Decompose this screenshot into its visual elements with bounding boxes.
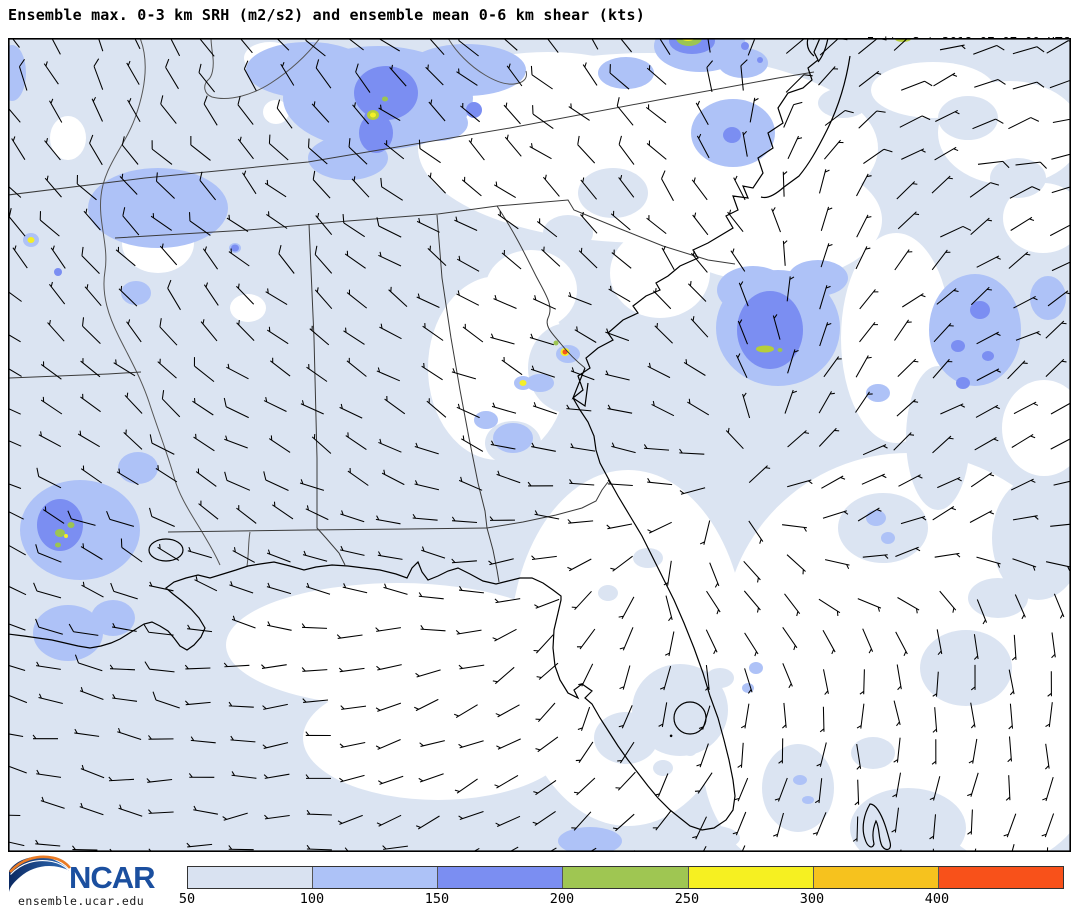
ncar-logo-text: NCAR bbox=[69, 860, 155, 895]
srh-colorbar bbox=[187, 866, 1064, 889]
page-title: Ensemble max. 0-3 km SRH (m2/s2) and ens… bbox=[8, 6, 645, 24]
colorbar-tick-label: 150 bbox=[424, 891, 450, 907]
colorbar-tick-label: 50 bbox=[178, 891, 196, 907]
map-canvas bbox=[8, 38, 1071, 852]
colorbar-segment bbox=[938, 867, 1063, 888]
colorbar-tick-label: 400 bbox=[924, 891, 950, 907]
state-borders bbox=[9, 71, 815, 583]
srh-shear-map bbox=[8, 38, 1071, 852]
map-frame bbox=[8, 38, 1071, 852]
colorbar-tick-label: 100 bbox=[299, 891, 325, 907]
ncar-logo: NCAR bbox=[9, 855, 156, 895]
srh-colorbar-ticks: 50 100 150 200 250 300 400 bbox=[179, 891, 1064, 909]
colorbar-segment bbox=[313, 867, 439, 888]
wind-barbs bbox=[9, 39, 1070, 851]
srh-fill-150 bbox=[37, 39, 994, 551]
colorbar-tick-label: 300 bbox=[799, 891, 825, 907]
colorbar-segment bbox=[438, 867, 564, 888]
colorbar-segment bbox=[688, 867, 814, 888]
colorbar-segment bbox=[188, 867, 314, 888]
ncar-logo-arc bbox=[9, 855, 72, 873]
colorbar-tick-label: 200 bbox=[549, 891, 575, 907]
srh-fill-high bbox=[27, 39, 911, 548]
site-url: ensemble.ucar.edu bbox=[18, 894, 145, 908]
ncar-logo-swoosh bbox=[9, 856, 69, 892]
colorbar-segment bbox=[563, 867, 689, 888]
rivers bbox=[99, 39, 527, 567]
colorbar-segment bbox=[813, 867, 939, 888]
coastline bbox=[9, 39, 891, 851]
srh-fill-50-patches bbox=[485, 88, 1070, 851]
colorbar-tick-label: 250 bbox=[674, 891, 700, 907]
